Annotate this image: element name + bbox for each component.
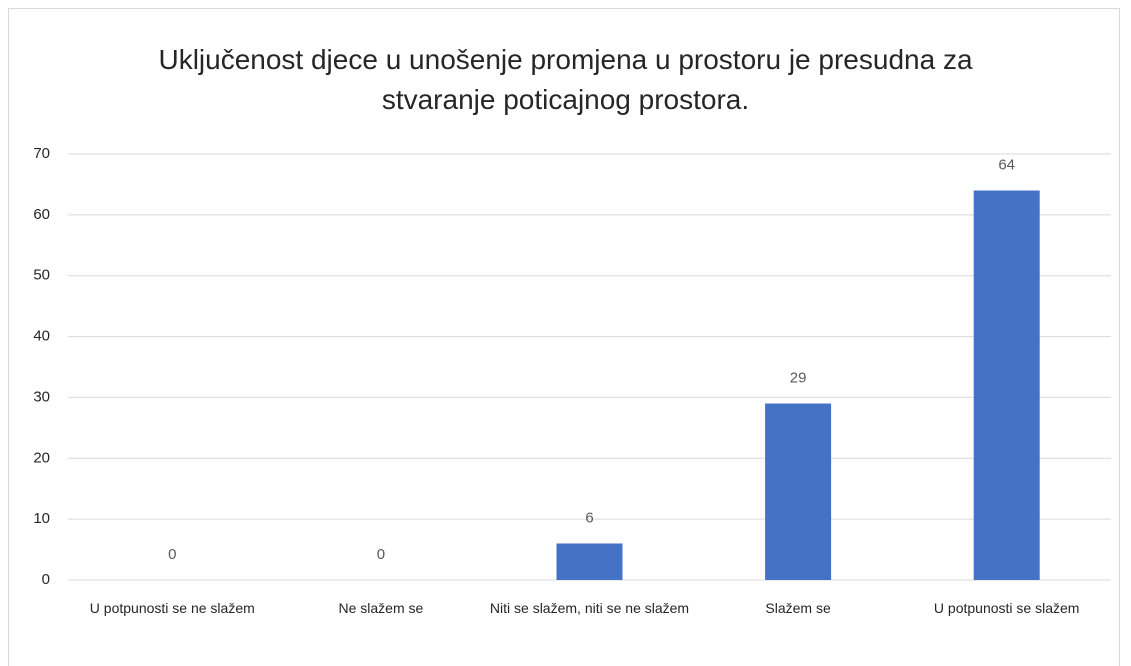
x-tick-label: Slažem se <box>765 600 831 616</box>
data-label: 6 <box>585 509 593 526</box>
x-tick-label: Niti se slažem, niti se ne slažem <box>489 600 690 616</box>
bar <box>765 403 832 580</box>
title-box: Uključenost djece u unošenje promjena u … <box>0 40 1131 120</box>
bar <box>556 543 623 580</box>
data-label: 64 <box>998 156 1015 173</box>
chart-border <box>8 8 1120 666</box>
y-tick-label: 20 <box>33 449 50 466</box>
y-tick-label: 0 <box>42 571 50 588</box>
y-tick-label: 70 <box>33 145 50 162</box>
y-tick-label: 40 <box>33 328 50 345</box>
bar <box>973 190 1040 580</box>
x-tick-label: U potpunosti se slažem <box>933 600 1080 616</box>
chart-title: Uključenost djece u unošenje promjena u … <box>158 44 973 115</box>
y-tick-label: 60 <box>33 206 50 223</box>
x-tick-label: U potpunosti se ne slažem <box>89 600 255 616</box>
y-tick-label: 10 <box>33 510 50 527</box>
x-tick-label: Ne slažem se <box>338 600 424 616</box>
data-label: 0 <box>168 546 176 563</box>
data-label: 0 <box>377 546 385 563</box>
y-tick-label: 30 <box>33 388 50 405</box>
data-label: 29 <box>790 369 807 386</box>
y-tick-label: 50 <box>33 267 50 284</box>
